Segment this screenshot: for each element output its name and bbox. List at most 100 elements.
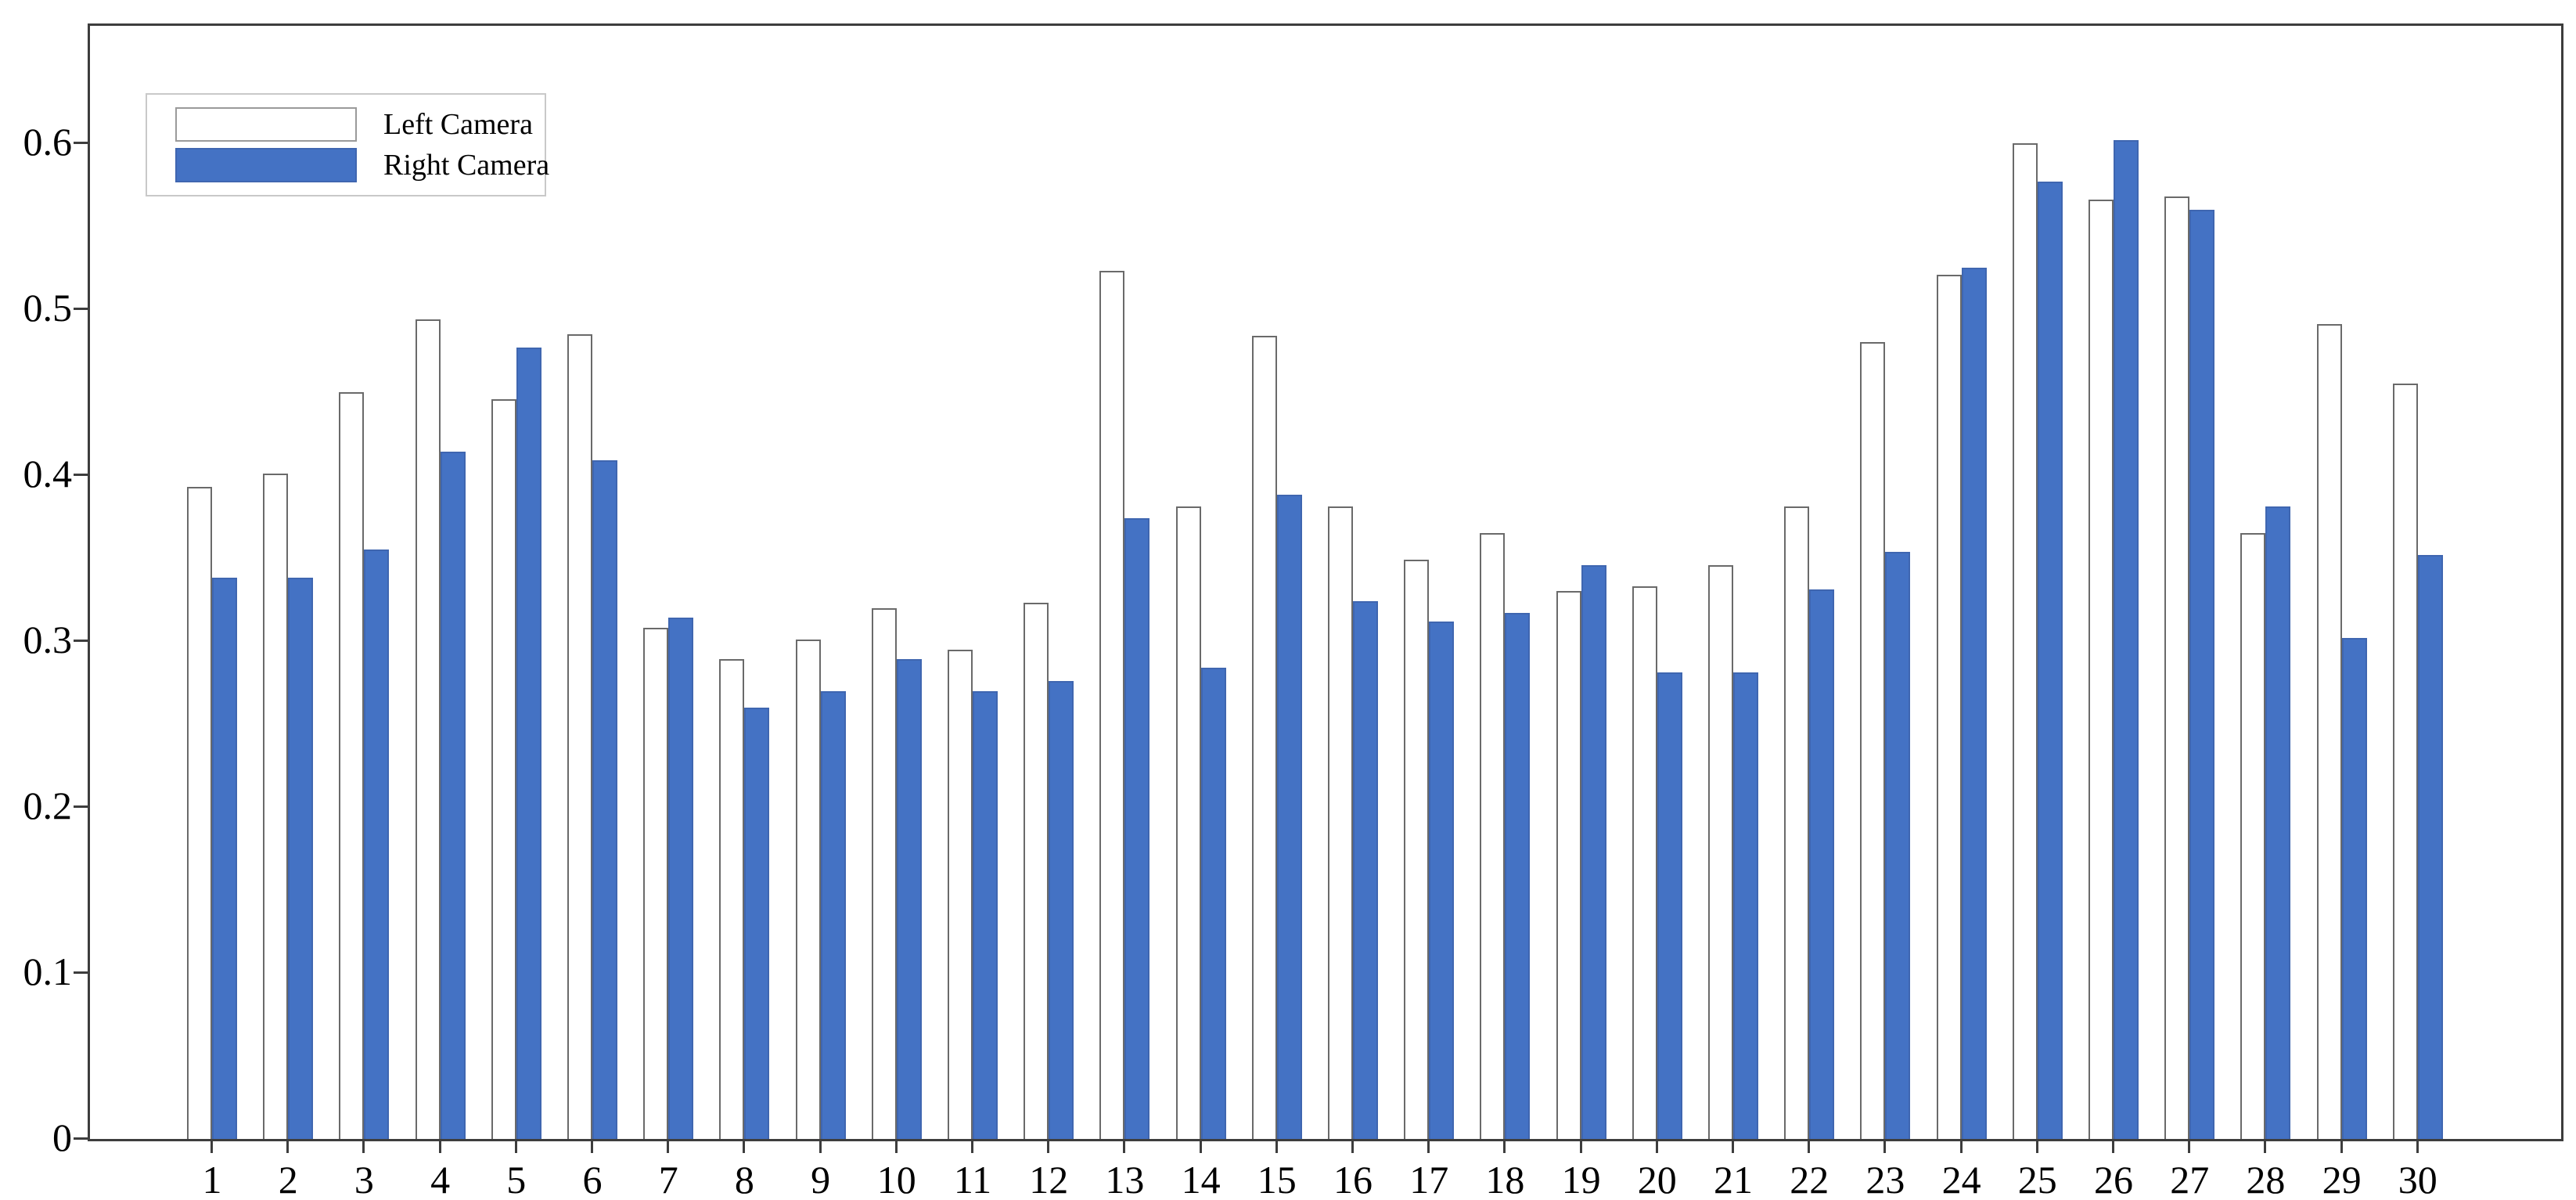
x-axis-tick-label: 24 <box>1941 1158 1981 1200</box>
x-axis-tick-label: 3 <box>354 1158 374 1200</box>
y-axis-tick <box>74 805 88 809</box>
y-axis-tick-label: 0.5 <box>23 286 73 330</box>
bar-left-camera <box>1328 506 1353 1139</box>
x-axis-tick-label: 30 <box>2398 1158 2437 1200</box>
bar-right-camera <box>1124 518 1150 1139</box>
y-axis-tick-label: 0.1 <box>23 950 73 993</box>
bar-right-camera <box>1429 622 1455 1139</box>
x-axis-tick <box>818 1139 822 1153</box>
x-axis-tick <box>1503 1139 1506 1153</box>
x-axis-tick <box>667 1139 670 1153</box>
bar-left-camera <box>1556 591 1581 1139</box>
x-axis-tick <box>1351 1139 1354 1153</box>
bar-left-camera <box>1024 603 1049 1139</box>
x-axis-tick <box>1123 1139 1126 1153</box>
x-axis-tick <box>210 1139 213 1153</box>
legend-label-left-camera: Left Camera <box>383 108 533 141</box>
x-axis-tick <box>1275 1139 1278 1153</box>
x-axis-tick-label: 5 <box>506 1158 527 1200</box>
x-axis-tick <box>1959 1139 1963 1153</box>
y-axis-tick-label: 0.4 <box>23 452 73 496</box>
x-axis-tick <box>1655 1139 1658 1153</box>
bar-left-camera <box>1632 586 1657 1139</box>
bar-left-camera <box>187 487 212 1139</box>
bar-right-camera <box>1885 552 1911 1139</box>
bar-left-camera <box>1708 565 1733 1139</box>
bar-left-camera <box>2164 196 2190 1139</box>
bar-left-camera <box>643 628 669 1139</box>
bar-left-camera <box>1404 560 1430 1139</box>
bar-right-camera <box>2417 555 2443 1139</box>
legend-row-right-camera: Right Camera <box>175 145 549 186</box>
x-axis-tick <box>514 1139 517 1153</box>
x-axis-tick-label: 22 <box>1790 1158 1829 1200</box>
x-axis-tick-label: 6 <box>582 1158 603 1200</box>
y-axis-tick-label: 0.2 <box>23 784 73 828</box>
bar-left-camera <box>2012 143 2038 1139</box>
x-axis-tick <box>362 1139 365 1153</box>
plot-area: Left Camera Right Camera <box>88 23 2563 1141</box>
bar-right-camera <box>288 578 314 1139</box>
x-axis-tick-label: 15 <box>1257 1158 1297 1200</box>
x-axis-tick-label: 4 <box>430 1158 451 1200</box>
bar-right-camera <box>820 691 846 1139</box>
bar-left-camera <box>2240 533 2266 1139</box>
x-axis-tick-label: 7 <box>658 1158 678 1200</box>
bar-right-camera <box>1961 268 1987 1139</box>
bar-left-camera <box>2392 384 2418 1139</box>
bar-left-camera <box>1936 275 1962 1139</box>
x-axis-tick <box>1732 1139 1734 1153</box>
bar-left-camera <box>567 334 592 1139</box>
x-axis-tick <box>1047 1139 1050 1153</box>
x-axis-tick <box>971 1139 973 1153</box>
x-axis-tick-label: 27 <box>2170 1158 2210 1200</box>
bar-left-camera <box>795 640 821 1139</box>
x-axis-tick <box>1808 1139 1811 1153</box>
x-axis-tick <box>438 1139 441 1153</box>
x-axis-tick-label: 25 <box>2017 1158 2057 1200</box>
bar-right-camera <box>440 452 466 1139</box>
x-axis-tick-label: 11 <box>953 1158 992 1200</box>
bar-left-camera <box>1860 342 1886 1139</box>
bar-right-camera <box>1733 672 1758 1139</box>
bar-right-camera <box>1809 589 1835 1139</box>
bar-right-camera <box>973 691 998 1139</box>
bar-left-camera <box>871 608 897 1139</box>
x-axis-tick-label: 19 <box>1561 1158 1601 1200</box>
y-axis-tick <box>74 308 88 311</box>
x-axis-tick <box>2416 1139 2419 1153</box>
x-axis-tick-label: 9 <box>811 1158 831 1200</box>
legend-swatch-left-camera <box>175 107 357 142</box>
bar-right-camera <box>744 708 770 1139</box>
y-axis-tick <box>74 142 88 145</box>
bar-right-camera <box>1505 613 1531 1139</box>
bar-right-camera <box>212 578 237 1139</box>
x-axis-tick-label: 10 <box>876 1158 916 1200</box>
y-axis-tick <box>74 474 88 477</box>
bar-left-camera <box>2316 324 2342 1139</box>
bar-right-camera <box>668 618 694 1139</box>
bar-right-camera <box>2341 638 2367 1139</box>
x-axis-tick-label: 20 <box>1637 1158 1677 1200</box>
bar-right-camera <box>516 348 541 1139</box>
bar-right-camera <box>1353 601 1378 1139</box>
x-axis-tick-label: 23 <box>1865 1158 1905 1200</box>
bar-right-camera <box>1657 672 1682 1139</box>
x-axis-tick-label: 12 <box>1029 1158 1069 1200</box>
x-axis-tick <box>2112 1139 2114 1153</box>
y-axis-tick <box>74 640 88 643</box>
x-axis-tick-label: 29 <box>2322 1158 2362 1200</box>
bar-left-camera <box>1480 533 1506 1139</box>
bar-right-camera <box>592 460 617 1139</box>
x-axis-tick <box>1427 1139 1430 1153</box>
x-axis-tick <box>591 1139 593 1153</box>
x-axis-tick <box>2264 1139 2267 1153</box>
bar-left-camera <box>1784 506 1810 1139</box>
x-axis-tick-label: 8 <box>734 1158 754 1200</box>
bar-left-camera <box>1099 271 1125 1139</box>
x-axis-tick <box>1579 1139 1582 1153</box>
legend-row-left-camera: Left Camera <box>175 104 545 145</box>
legend-swatch-right-camera <box>175 148 357 182</box>
bar-left-camera <box>339 392 365 1139</box>
